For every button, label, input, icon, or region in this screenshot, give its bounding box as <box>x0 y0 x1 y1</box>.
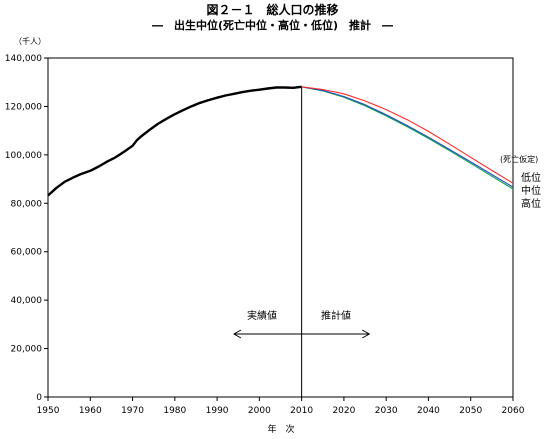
y-tick-label: 20,000 <box>11 345 43 355</box>
arrow-head-left <box>232 329 242 339</box>
legend-label-medium: 中位 <box>521 184 541 197</box>
x-axis-label: 年 次 <box>267 423 294 435</box>
x-tick-label: 2000 <box>248 406 271 416</box>
plot-frame <box>47 57 514 398</box>
x-tick-label: 2020 <box>332 406 355 416</box>
x-tick-label: 2060 <box>502 406 525 416</box>
projection-values-label: 推計値 <box>321 309 351 322</box>
x-tick-label: 2040 <box>417 406 440 416</box>
x-tick-label: 2050 <box>459 406 482 416</box>
y-tick-label: 120,000 <box>5 102 42 112</box>
series-line-actual <box>47 85 302 197</box>
y-tick-label: 80,000 <box>11 199 43 209</box>
x-tick-label: 2030 <box>375 406 398 416</box>
y-tick-label: 140,000 <box>5 54 42 64</box>
x-tick-label: 1970 <box>121 406 144 416</box>
series-line-medium <box>301 86 514 188</box>
legend-title: (死亡仮定) <box>500 154 538 164</box>
chart-title: 図２－１ 総人口の推移 <box>206 3 339 17</box>
legend-label-low: 低位 <box>521 171 541 184</box>
x-tick-label: 1990 <box>206 406 229 416</box>
actual-values-label: 実績値 <box>247 309 277 322</box>
y-tick-label: 40,000 <box>11 296 43 306</box>
arrow-head-right <box>362 329 371 339</box>
x-tick-label: 1960 <box>79 406 102 416</box>
y-axis-label: （千人） <box>14 36 46 46</box>
x-tick-label: 1950 <box>37 406 60 416</box>
x-tick-label: 2010 <box>290 406 313 416</box>
chart-subtitle: ― 出生中位(死亡中位・高位・低位) 推計 ― <box>151 19 394 32</box>
series-line-low <box>301 86 514 184</box>
y-tick-label: 60,000 <box>11 248 43 258</box>
y-tick-label: 100,000 <box>5 151 42 161</box>
y-tick-label: 0 <box>36 393 42 403</box>
legend-label-high: 高位 <box>521 197 541 210</box>
series-line-high <box>301 86 514 190</box>
x-tick-label: 1980 <box>163 406 186 416</box>
